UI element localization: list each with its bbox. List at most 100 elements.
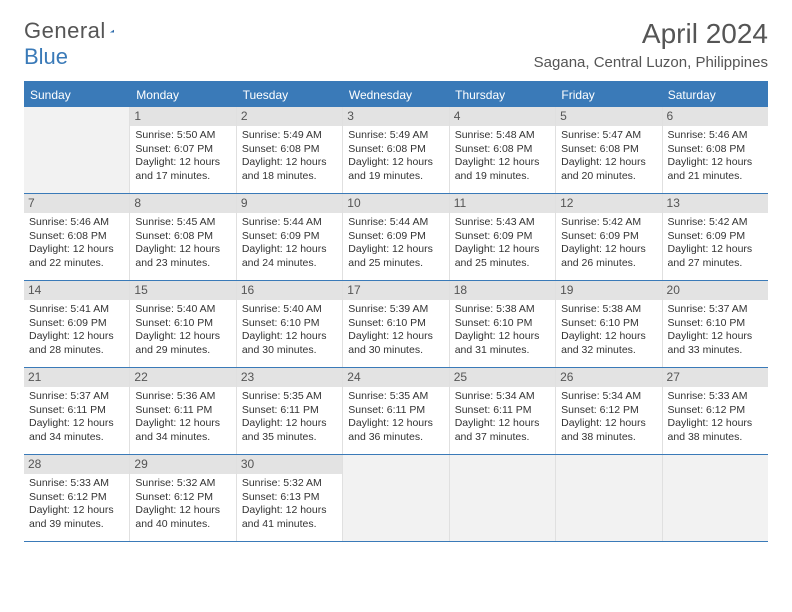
- cell-day2: and 33 minutes.: [668, 344, 763, 357]
- cell-sunrise: Sunrise: 5:42 AM: [668, 216, 763, 229]
- cell-day2: and 22 minutes.: [29, 257, 124, 270]
- calendar-cell: 24Sunrise: 5:35 AMSunset: 6:11 PMDayligh…: [343, 368, 449, 454]
- title-block: April 2024 Sagana, Central Luzon, Philip…: [534, 18, 768, 71]
- day-number: 1: [130, 107, 235, 126]
- cell-day2: and 30 minutes.: [242, 344, 337, 357]
- cell-day2: and 36 minutes.: [348, 431, 443, 444]
- cell-sunset: Sunset: 6:07 PM: [135, 143, 230, 156]
- cell-day2: and 40 minutes.: [135, 518, 230, 531]
- cell-day1: Daylight: 12 hours: [455, 417, 550, 430]
- cell-day1: Daylight: 12 hours: [668, 156, 763, 169]
- calendar-cell-empty: [663, 455, 768, 541]
- day-number: 30: [237, 455, 342, 474]
- cell-sunset: Sunset: 6:11 PM: [455, 404, 550, 417]
- day-number: 27: [663, 368, 768, 387]
- cell-sunrise: Sunrise: 5:33 AM: [668, 390, 763, 403]
- cell-sunset: Sunset: 6:09 PM: [455, 230, 550, 243]
- cell-day1: Daylight: 12 hours: [29, 504, 124, 517]
- day-number: 15: [130, 281, 235, 300]
- cell-day1: Daylight: 12 hours: [242, 417, 337, 430]
- cell-day2: and 28 minutes.: [29, 344, 124, 357]
- cell-sunset: Sunset: 6:11 PM: [135, 404, 230, 417]
- cell-sunrise: Sunrise: 5:46 AM: [29, 216, 124, 229]
- logo-triangle-icon: [110, 23, 114, 39]
- logo-text-blue: Blue: [24, 44, 68, 70]
- cell-day1: Daylight: 12 hours: [29, 330, 124, 343]
- cell-day1: Daylight: 12 hours: [561, 330, 656, 343]
- calendar-cell: 22Sunrise: 5:36 AMSunset: 6:11 PMDayligh…: [130, 368, 236, 454]
- cell-sunrise: Sunrise: 5:36 AM: [135, 390, 230, 403]
- cell-day1: Daylight: 12 hours: [135, 243, 230, 256]
- cell-sunrise: Sunrise: 5:37 AM: [29, 390, 124, 403]
- calendar-cell: 17Sunrise: 5:39 AMSunset: 6:10 PMDayligh…: [343, 281, 449, 367]
- cell-sunset: Sunset: 6:09 PM: [668, 230, 763, 243]
- calendar-cell: 3Sunrise: 5:49 AMSunset: 6:08 PMDaylight…: [343, 107, 449, 193]
- cell-day2: and 23 minutes.: [135, 257, 230, 270]
- cell-day2: and 34 minutes.: [29, 431, 124, 444]
- cell-sunrise: Sunrise: 5:49 AM: [348, 129, 443, 142]
- calendar-cell: 14Sunrise: 5:41 AMSunset: 6:09 PMDayligh…: [24, 281, 130, 367]
- calendar-cell: 19Sunrise: 5:38 AMSunset: 6:10 PMDayligh…: [556, 281, 662, 367]
- cell-sunset: Sunset: 6:10 PM: [668, 317, 763, 330]
- calendar-cell: 30Sunrise: 5:32 AMSunset: 6:13 PMDayligh…: [237, 455, 343, 541]
- cell-sunrise: Sunrise: 5:34 AM: [455, 390, 550, 403]
- cell-sunrise: Sunrise: 5:32 AM: [135, 477, 230, 490]
- calendar-cell: 15Sunrise: 5:40 AMSunset: 6:10 PMDayligh…: [130, 281, 236, 367]
- day-number: 7: [24, 194, 129, 213]
- cell-day2: and 25 minutes.: [348, 257, 443, 270]
- cell-day2: and 27 minutes.: [668, 257, 763, 270]
- day-number: 23: [237, 368, 342, 387]
- cell-sunrise: Sunrise: 5:50 AM: [135, 129, 230, 142]
- day-number: 2: [237, 107, 342, 126]
- cell-sunset: Sunset: 6:13 PM: [242, 491, 337, 504]
- calendar-cell: 7Sunrise: 5:46 AMSunset: 6:08 PMDaylight…: [24, 194, 130, 280]
- cell-day1: Daylight: 12 hours: [561, 243, 656, 256]
- location-text: Sagana, Central Luzon, Philippines: [534, 54, 768, 71]
- calendar-cell: 18Sunrise: 5:38 AMSunset: 6:10 PMDayligh…: [450, 281, 556, 367]
- day-number: 6: [663, 107, 768, 126]
- calendar-cell: 16Sunrise: 5:40 AMSunset: 6:10 PMDayligh…: [237, 281, 343, 367]
- day-header-sat: Saturday: [662, 83, 768, 107]
- cell-sunrise: Sunrise: 5:37 AM: [668, 303, 763, 316]
- day-header-wed: Wednesday: [343, 83, 449, 107]
- cell-sunset: Sunset: 6:11 PM: [29, 404, 124, 417]
- cell-day2: and 41 minutes.: [242, 518, 337, 531]
- day-number: 17: [343, 281, 448, 300]
- cell-sunset: Sunset: 6:09 PM: [561, 230, 656, 243]
- cell-sunset: Sunset: 6:08 PM: [455, 143, 550, 156]
- day-number: 4: [450, 107, 555, 126]
- cell-day1: Daylight: 12 hours: [348, 417, 443, 430]
- cell-day2: and 17 minutes.: [135, 170, 230, 183]
- cell-sunrise: Sunrise: 5:38 AM: [455, 303, 550, 316]
- calendar-cell: 26Sunrise: 5:34 AMSunset: 6:12 PMDayligh…: [556, 368, 662, 454]
- cell-day1: Daylight: 12 hours: [242, 243, 337, 256]
- calendar-cell-empty: [343, 455, 449, 541]
- day-number: 21: [24, 368, 129, 387]
- cell-day1: Daylight: 12 hours: [455, 330, 550, 343]
- cell-day2: and 25 minutes.: [455, 257, 550, 270]
- cell-sunrise: Sunrise: 5:45 AM: [135, 216, 230, 229]
- cell-day2: and 35 minutes.: [242, 431, 337, 444]
- calendar-cell: 5Sunrise: 5:47 AMSunset: 6:08 PMDaylight…: [556, 107, 662, 193]
- cell-sunset: Sunset: 6:10 PM: [242, 317, 337, 330]
- cell-day2: and 34 minutes.: [135, 431, 230, 444]
- day-header-sun: Sunday: [24, 83, 130, 107]
- page-header: General April 2024 Sagana, Central Luzon…: [24, 18, 768, 71]
- cell-sunset: Sunset: 6:08 PM: [242, 143, 337, 156]
- day-number: 20: [663, 281, 768, 300]
- cell-sunset: Sunset: 6:10 PM: [348, 317, 443, 330]
- calendar-cell: 6Sunrise: 5:46 AMSunset: 6:08 PMDaylight…: [663, 107, 768, 193]
- calendar-cell: 12Sunrise: 5:42 AMSunset: 6:09 PMDayligh…: [556, 194, 662, 280]
- cell-day1: Daylight: 12 hours: [242, 504, 337, 517]
- week-row: 21Sunrise: 5:37 AMSunset: 6:11 PMDayligh…: [24, 368, 768, 455]
- cell-day1: Daylight: 12 hours: [668, 417, 763, 430]
- calendar-cell-empty: [24, 107, 130, 193]
- cell-sunrise: Sunrise: 5:44 AM: [242, 216, 337, 229]
- cell-day1: Daylight: 12 hours: [135, 417, 230, 430]
- calendar-cell: 4Sunrise: 5:48 AMSunset: 6:08 PMDaylight…: [450, 107, 556, 193]
- cell-day2: and 32 minutes.: [561, 344, 656, 357]
- calendar: Sunday Monday Tuesday Wednesday Thursday…: [24, 81, 768, 542]
- cell-sunset: Sunset: 6:10 PM: [135, 317, 230, 330]
- cell-day1: Daylight: 12 hours: [348, 156, 443, 169]
- week-row: 14Sunrise: 5:41 AMSunset: 6:09 PMDayligh…: [24, 281, 768, 368]
